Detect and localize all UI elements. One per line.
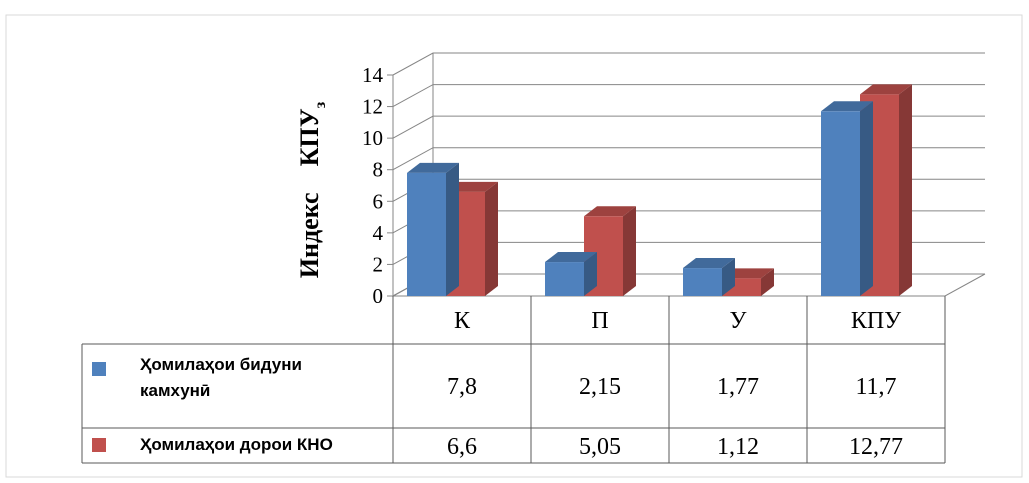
bar-front [545,262,584,296]
data-label: 1,77 [717,374,759,400]
data-label: 2,15 [579,374,621,400]
data-label: 6,6 [447,434,477,460]
y-axis-label-subscript: з [312,101,329,108]
y-tick-label: 4 [373,221,384,245]
bar-top [860,84,912,95]
category-label: П [591,308,608,334]
bar-top [683,258,735,269]
legend-key [92,362,106,376]
legend-label: Ҳомилаҳои бидуни камхунӣ [140,355,302,400]
bar-side [761,268,774,296]
y-tick-label: 8 [373,158,384,182]
bar-top [584,206,636,217]
data-label: 5,05 [579,434,621,460]
bar-top [821,101,873,112]
data-label: 1,12 [717,434,759,460]
bar-side [860,101,873,296]
bar-front [683,268,722,296]
y-tick-label: 6 [373,189,384,213]
bar-side [446,162,459,296]
legend-label-line: Ҳомилаҳои бидуни [140,355,302,374]
y-axis-label-text: Индекс КПУ [295,108,324,278]
data-label: 7,8 [447,374,477,400]
y-tick-label: 10 [362,126,383,150]
legend-label-line: камхунӣ [140,381,210,400]
y-tick-label: 14 [362,63,384,87]
y-tick-label: 0 [373,284,384,308]
category-label: К [454,308,471,334]
bar-side [899,84,912,296]
bar-top [545,252,597,263]
bar-front [407,172,446,296]
bar-side [623,206,636,296]
y-tick-label: 12 [362,95,383,119]
bar-side [584,252,597,296]
data-label: 12,77 [849,434,903,460]
y-axis-label: Индекс КПУз [295,101,329,278]
legend-key [92,438,106,452]
bars [407,84,912,296]
bar-front [821,111,860,296]
gridline [392,147,985,171]
bar [545,252,597,296]
bar-side [485,181,498,296]
bar [821,101,873,296]
bar [683,258,735,296]
category-label: КПУ [851,308,901,334]
gridline [392,115,985,139]
bar [407,162,459,296]
category-label: У [730,308,747,334]
bar-side [722,258,735,296]
y-axis: 0 2 4 6 8 10 12 14 [362,63,393,308]
y-tick-label: 2 [373,252,384,276]
gridline [392,84,985,108]
data-label: 11,7 [855,374,896,400]
gridline [392,52,985,76]
bar-top [407,162,459,173]
legend-label: Ҳомилаҳои дорои КНО [140,435,333,454]
